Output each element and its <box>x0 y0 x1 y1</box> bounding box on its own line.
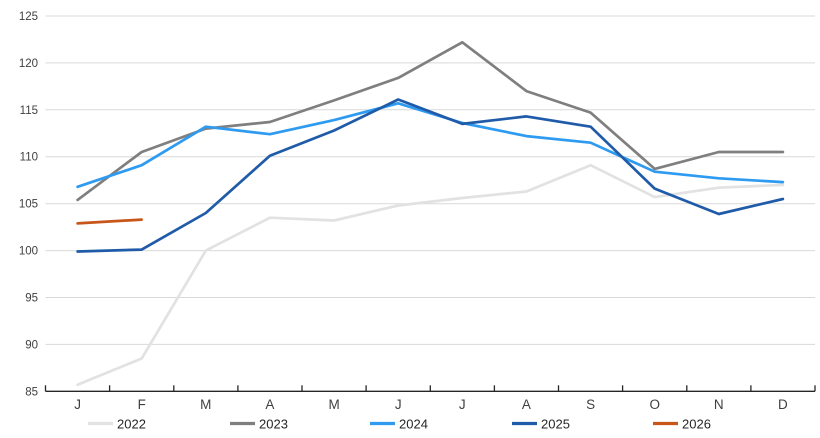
x-axis-label: F <box>138 397 146 412</box>
series-line-2024 <box>76 101 785 189</box>
legend-item-2026: 2026 <box>653 417 711 432</box>
y-axis-tick-label: 85 <box>25 386 38 398</box>
series-line-2026 <box>76 218 144 225</box>
y-axis-tick-label: 95 <box>25 293 38 305</box>
legend-item-2025: 2025 <box>512 417 570 432</box>
series-line-2025 <box>76 98 785 253</box>
x-axis-label: S <box>586 397 595 412</box>
y-axis-tick-label: 100 <box>19 246 38 258</box>
y-axis-tick-label: 105 <box>19 199 38 211</box>
legend-label-2025: 2025 <box>541 417 570 432</box>
y-axis-tick-label: 115 <box>20 105 38 117</box>
series-line-2022 <box>76 163 785 387</box>
y-axis-tick-label: 120 <box>19 58 38 70</box>
x-axis-label: M <box>328 397 339 412</box>
legend-label-2022: 2022 <box>117 417 146 432</box>
legend-item-2022: 2022 <box>88 417 146 432</box>
x-axis-label: O <box>649 397 660 412</box>
y-axis-tick-label: 110 <box>20 152 38 164</box>
x-axis-label: J <box>395 397 402 412</box>
legend-label-2024: 2024 <box>399 417 428 432</box>
legend-label-2026: 2026 <box>682 417 711 432</box>
y-axis-tick-label: 125 <box>19 11 38 23</box>
x-axis-label: D <box>778 397 788 412</box>
x-axis-label: N <box>714 397 724 412</box>
legend-item-2024: 2024 <box>370 417 428 432</box>
x-axis-label: A <box>522 397 531 412</box>
legend-item-2023: 2023 <box>230 417 288 432</box>
x-axis-label: M <box>200 397 211 412</box>
x-axis-label: J <box>459 397 466 412</box>
series-line-2023 <box>76 40 785 202</box>
x-axis-label: J <box>74 397 81 412</box>
x-axis-label: A <box>265 397 274 412</box>
legend-label-2023: 2023 <box>259 417 288 432</box>
y-axis-tick-label: 90 <box>25 339 38 351</box>
